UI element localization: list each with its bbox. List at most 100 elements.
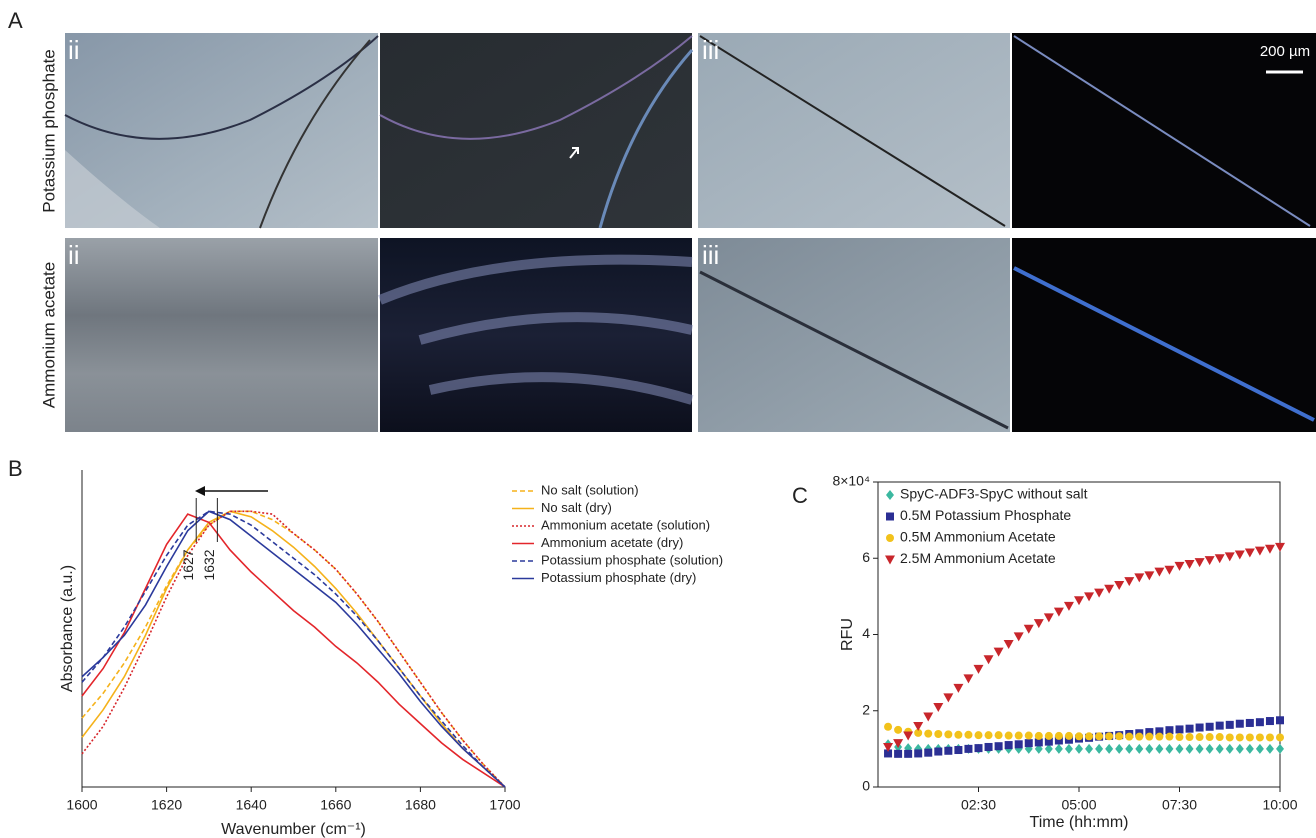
marker xyxy=(1204,556,1215,566)
marker xyxy=(1264,544,1275,554)
marker xyxy=(974,744,983,753)
fiber xyxy=(1013,35,1311,227)
fiber xyxy=(64,35,379,140)
marker xyxy=(953,683,964,693)
marker xyxy=(1105,732,1114,741)
marker xyxy=(924,748,933,757)
marker xyxy=(1075,732,1083,741)
marker xyxy=(884,749,893,758)
marker xyxy=(886,534,894,542)
marker xyxy=(1024,731,1033,740)
legend-label: SpyC-ADF3-SpyC without salt xyxy=(900,486,1088,502)
legend-label: 2.5M Ammonium Acetate xyxy=(900,550,1056,566)
marker xyxy=(1195,743,1204,754)
marker xyxy=(1004,741,1013,750)
fiber xyxy=(699,35,1006,227)
y-tick-label: 0 xyxy=(862,778,870,794)
marker xyxy=(1145,743,1154,754)
droplets xyxy=(65,150,160,228)
panel-roman: iii xyxy=(702,240,719,270)
marker xyxy=(1175,733,1184,742)
marker xyxy=(1225,743,1234,754)
marker xyxy=(1054,731,1063,740)
row-label: Potassium phosphate xyxy=(39,49,58,213)
marker xyxy=(1245,718,1254,727)
marker xyxy=(886,512,894,521)
marker xyxy=(1155,727,1164,736)
marker xyxy=(1195,723,1204,732)
marker xyxy=(1276,743,1284,754)
marker xyxy=(924,729,933,738)
marker xyxy=(1235,719,1244,728)
fiber xyxy=(1013,266,1315,422)
marker xyxy=(1215,733,1224,742)
marker xyxy=(1265,743,1274,754)
marker xyxy=(1276,716,1284,725)
marker xyxy=(1085,732,1094,741)
marker xyxy=(993,647,1004,657)
marker xyxy=(1125,732,1134,741)
marker xyxy=(964,744,973,753)
marker xyxy=(1135,743,1144,754)
marker xyxy=(1125,743,1134,754)
marker xyxy=(984,742,993,751)
y-axis-title: Absorbance (a.u.) xyxy=(59,565,76,692)
marker xyxy=(1215,743,1224,754)
row-label: Ammonium acetate xyxy=(39,262,58,408)
line-series xyxy=(81,510,506,788)
marker xyxy=(1085,743,1094,754)
micrograph xyxy=(1012,238,1316,432)
x-tick-label: 1680 xyxy=(405,797,436,813)
arrow xyxy=(569,147,579,159)
marker xyxy=(903,731,914,741)
marker xyxy=(954,730,963,739)
marker xyxy=(1003,640,1014,650)
panel-label: B xyxy=(8,456,23,481)
x-tick-label: 1640 xyxy=(236,797,267,813)
panel-roman: ii xyxy=(68,35,80,65)
marker xyxy=(1175,743,1184,754)
marker xyxy=(1225,720,1234,729)
x-tick-label: 1700 xyxy=(489,797,520,813)
marker xyxy=(963,674,974,684)
marker xyxy=(1235,733,1244,742)
marker xyxy=(1145,732,1154,741)
x-tick-label: 1620 xyxy=(151,797,182,813)
marker xyxy=(1115,743,1124,754)
marker xyxy=(1214,554,1225,564)
legend-label: 0.5M Ammonium Acetate xyxy=(900,529,1056,545)
marker xyxy=(1245,733,1254,742)
marker xyxy=(1265,717,1274,726)
marker xyxy=(1224,552,1235,562)
marker xyxy=(983,655,994,665)
marker xyxy=(914,728,923,737)
marker xyxy=(964,730,973,739)
marker xyxy=(934,730,943,739)
marker xyxy=(1205,722,1214,731)
marker xyxy=(1215,721,1224,730)
marker xyxy=(1063,601,1074,611)
marker xyxy=(1164,565,1175,575)
micrograph xyxy=(65,238,378,432)
marker xyxy=(1165,732,1174,741)
legend-label: Ammonium acetate (dry) xyxy=(541,535,683,550)
marker xyxy=(1094,588,1105,598)
marker xyxy=(1044,743,1053,754)
marker xyxy=(1255,733,1264,742)
marker xyxy=(1084,592,1095,602)
marker xyxy=(973,664,984,674)
marker xyxy=(1054,736,1063,745)
marker xyxy=(1095,743,1104,754)
marker xyxy=(943,693,954,703)
marker xyxy=(1024,739,1033,748)
marker xyxy=(885,555,895,565)
legend-label: Potassium phosphate (dry) xyxy=(541,570,696,585)
marker xyxy=(1155,732,1164,741)
marker xyxy=(1265,733,1274,742)
marker xyxy=(1104,584,1115,594)
marker xyxy=(1174,561,1185,571)
marker xyxy=(904,749,913,758)
x-tick-label: 07:30 xyxy=(1162,797,1197,813)
marker xyxy=(1033,619,1044,629)
